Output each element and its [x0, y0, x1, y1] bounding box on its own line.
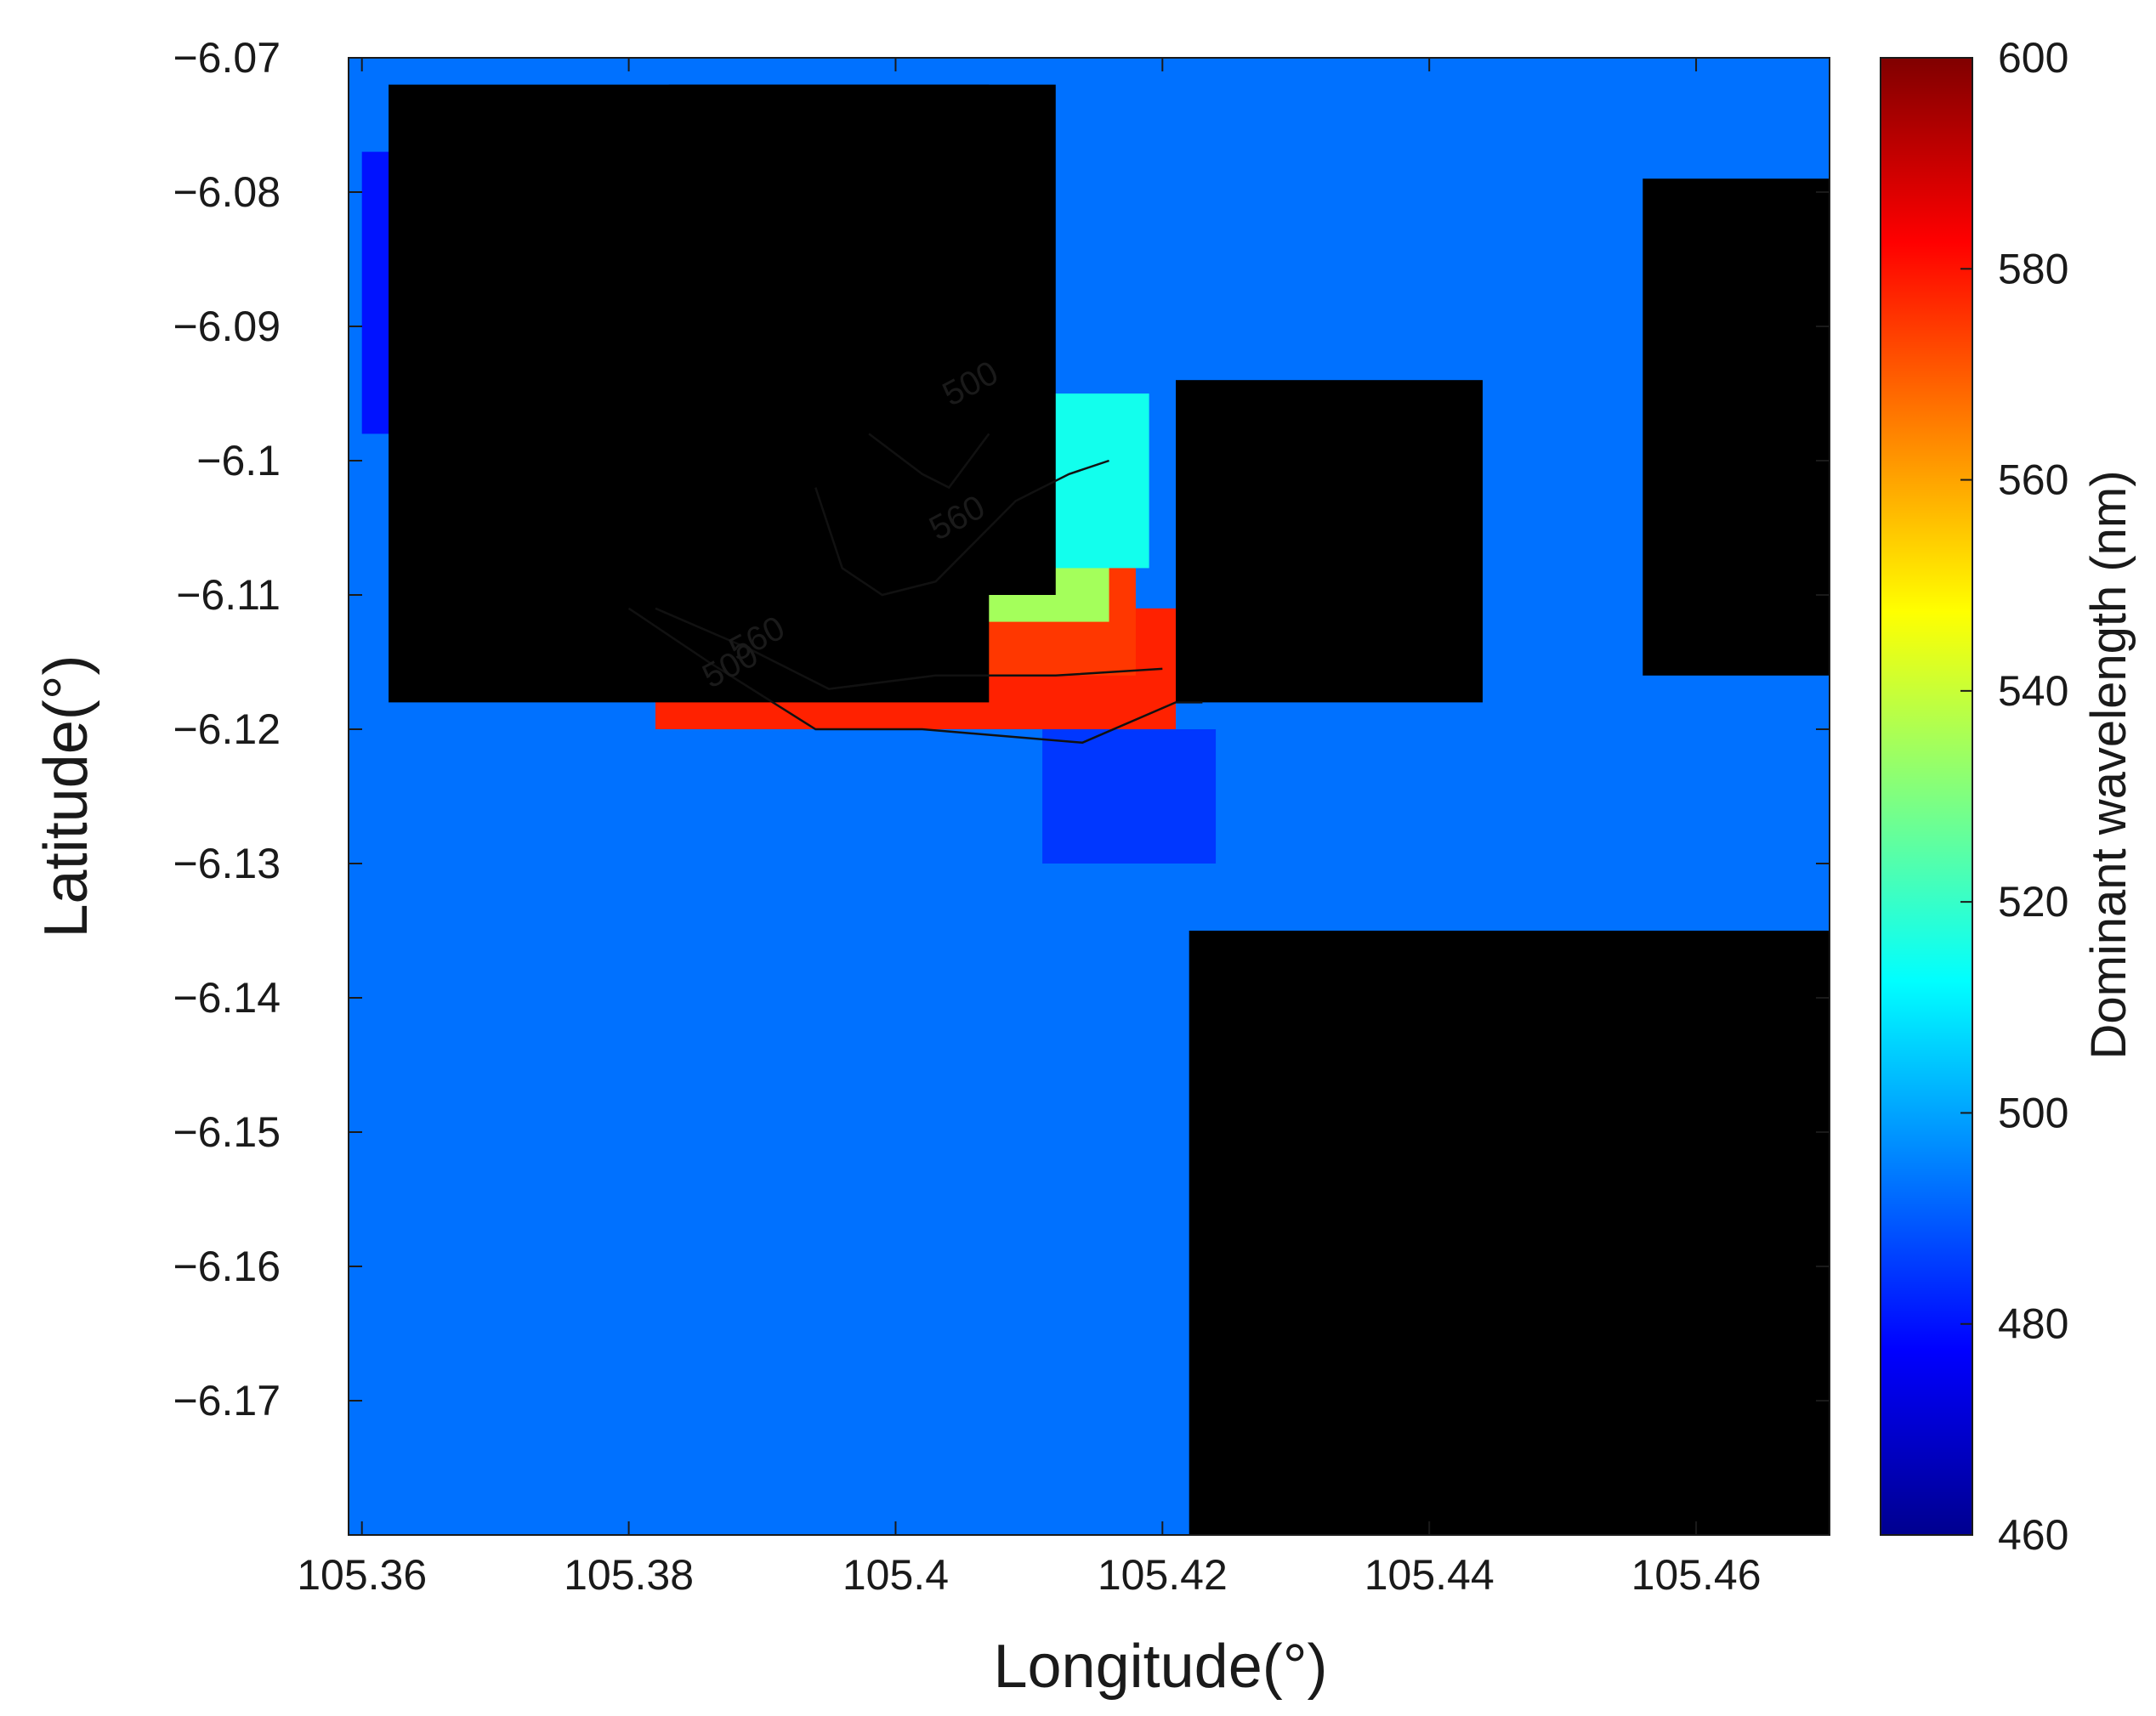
colorbar-tick-label: 580 — [1998, 245, 2068, 292]
colorbar-tick-label: 500 — [1998, 1089, 2068, 1136]
contour-line — [655, 607, 1163, 690]
y-tick-label: −6.15 — [173, 1108, 281, 1156]
x-axis-label: Longitude(°) — [993, 1633, 1327, 1701]
colorbar-tick-label: 520 — [1998, 878, 2068, 926]
colorbar: 460 480 500 520 540 560 580 600 Dominant wavele… — [1880, 34, 2136, 1559]
land-mask — [668, 84, 1056, 596]
contour-line — [627, 607, 1203, 745]
y-axis-label: Latitude(°) — [32, 655, 100, 938]
contour-line — [868, 433, 990, 490]
y-tick-label: −6.09 — [173, 303, 281, 350]
plot-frame — [348, 57, 1830, 1536]
colorbar-tick-label: 560 — [1998, 456, 2068, 504]
y-tick-label: −6.13 — [173, 840, 281, 887]
y-tick-label: −6.11 — [176, 571, 281, 619]
colorbar-tick-label: 480 — [1998, 1300, 2068, 1348]
x-axis-ticks: 105.36 105.38 105.4 105.42 105.44 105.46 — [297, 58, 1762, 1599]
land-mask — [1643, 178, 1830, 676]
colorbar-gradient — [1880, 57, 1973, 1536]
colorbar-ticks: 460 480 500 520 540 560 580 600 — [1960, 34, 2068, 1559]
hotspot-cell — [1042, 729, 1217, 864]
y-tick-label: −6.07 — [173, 34, 281, 82]
y-tick-label: −6.08 — [173, 168, 281, 216]
y-tick-label: −6.14 — [173, 974, 281, 1022]
colorbar-tick-label: 540 — [1998, 667, 2068, 715]
land-mask-layer — [389, 84, 1830, 1535]
y-tick-label: −6.17 — [173, 1377, 281, 1424]
x-tick-label: 105.38 — [564, 1551, 694, 1599]
colorbar-label: Dominant wavelength (nm) — [2081, 470, 2136, 1059]
x-tick-label: 105.4 — [843, 1551, 949, 1599]
land-mask — [1189, 931, 1830, 1535]
colorbar-tick-label: 460 — [1998, 1511, 2068, 1559]
contour-line — [814, 459, 1109, 597]
x-tick-label: 105.36 — [297, 1551, 427, 1599]
y-axis-ticks: −6.07 −6.08 −6.09 −6.1 −6.11 −6.12 −6.13 −6.14 −… — [173, 34, 1830, 1424]
y-tick-label: −6.16 — [173, 1243, 281, 1290]
y-tick-label: −6.1 — [196, 437, 281, 484]
land-mask — [1176, 380, 1483, 703]
x-tick-label: 105.44 — [1365, 1551, 1495, 1599]
x-tick-label: 105.46 — [1631, 1551, 1762, 1599]
colorbar-tick-label: 600 — [1998, 34, 2068, 82]
x-tick-label: 105.42 — [1098, 1551, 1228, 1599]
y-tick-label: −6.12 — [173, 705, 281, 753]
